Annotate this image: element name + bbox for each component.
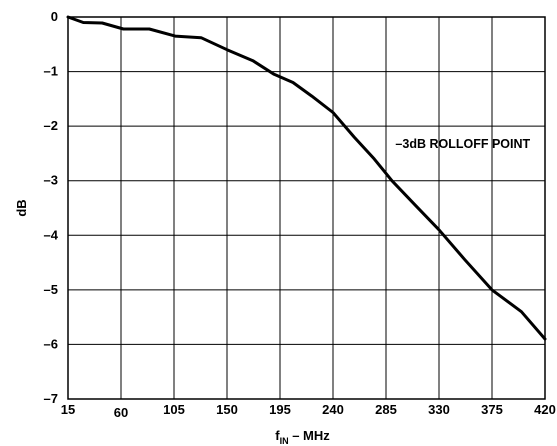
x-axis-title-units: – MHz [289,428,331,443]
y-tick-label-4: –4 [44,227,59,242]
x-tick-label-240: 240 [322,402,344,417]
y-axis-title: dB [14,199,29,216]
rolloff-annotation: –3dB ROLLOFF POINT [395,137,530,151]
x-tick-label-330: 330 [428,402,450,417]
x-tick-label-375: 375 [481,402,503,417]
x-tick-label-105: 105 [163,402,185,417]
x-tick-labels: 15 60 105 150 195 240 285 330 375 420 [61,402,556,420]
y-tick-label-6: –6 [44,336,58,351]
curve-layer [66,15,547,341]
x-axis-title-main: f [275,428,280,443]
y-tick-labels: 0 –1 –2 –3 –4 –5 –6 –7 [44,9,59,406]
x-tick-label-15: 15 [61,402,75,417]
series-line-0 [66,15,547,341]
y-tick-label-5: –5 [44,282,58,297]
y-tick-label-0: 0 [51,9,58,24]
y-tick-label-2: –2 [44,118,58,133]
x-tick-label-150: 150 [216,402,238,417]
x-axis-title-subscript: IN [280,436,289,446]
plot-frame [67,16,546,400]
x-tick-label-60: 60 [114,405,128,420]
grid-lines [68,17,545,399]
x-tick-label-195: 195 [269,402,291,417]
x-axis-title: fIN – MHz [275,428,330,446]
x-tick-label-420: 420 [534,402,556,417]
x-tick-label-285: 285 [375,402,397,417]
y-tick-label-7: –7 [44,391,58,406]
y-tick-label-3: –3 [44,173,58,188]
y-tick-label-1: –1 [44,64,58,79]
